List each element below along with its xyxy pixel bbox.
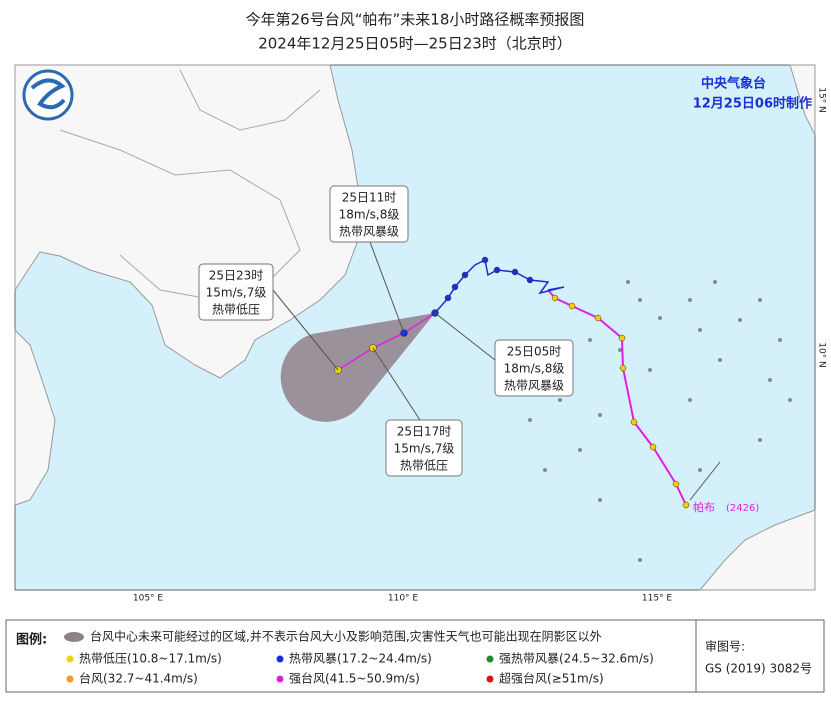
past-track [434, 258, 565, 314]
lon-label: 105° E [133, 594, 164, 604]
callout-level: 热带低压 [400, 459, 448, 473]
legend-label: 强热带风暴(24.5~32.6m/s) [499, 652, 654, 666]
map: 中央气象台 12月25日06时制作 15° N 10° N 105° E 110… [14, 64, 827, 604]
lat-label: 15° N [817, 87, 827, 113]
agency: 中央气象台 [701, 76, 766, 92]
islands [528, 280, 792, 562]
callout-wind: 18m/s,8级 [504, 362, 565, 376]
storm-label: 帕布 [693, 500, 715, 514]
legend-dot [66, 675, 74, 683]
cone-note: 台风中心未来可能经过的区域,并不表示台风大小及影响范围,灾害性天气也可能出现在阴… [90, 629, 602, 644]
lon-label: 110° E [388, 594, 419, 604]
callout-wind: 15m/s,7级 [394, 442, 455, 456]
subtitle: 2024年12月25日05时—25日23时（北京时） [258, 35, 572, 53]
legend-dot [486, 675, 494, 683]
callout-level: 热带风暴级 [504, 379, 564, 393]
cone-swatch [64, 632, 84, 642]
lat-label: 10° N [817, 342, 827, 368]
track-points [334, 256, 690, 509]
legend-label: 热带风暴(17.2~24.4m/s) [289, 652, 432, 666]
callout-time: 25日23时 [209, 269, 264, 283]
border [179, 69, 321, 131]
land [698, 509, 816, 591]
legend-box [5, 619, 825, 693]
past-track [547, 289, 687, 506]
probability-cone [280, 313, 435, 422]
legend-dot [66, 655, 74, 663]
callout-level: 热带低压 [212, 303, 260, 317]
approval-title: 审图号: [705, 639, 745, 654]
callout-level: 热带风暴级 [339, 225, 399, 239]
legend-label: 台风(32.7~41.4m/s) [79, 671, 198, 686]
legend-label: 热带低压(10.8~17.1m/s) [79, 652, 222, 666]
storm-code: (2426) [726, 503, 759, 514]
callout-time: 25日17时 [397, 425, 452, 439]
issued: 12月25日06时制作 [693, 96, 812, 112]
logo [22, 69, 74, 121]
border [59, 129, 301, 301]
callout-time: 25日11时 [342, 191, 397, 205]
land [14, 328, 56, 506]
legend-title: 图例: [16, 632, 47, 648]
callout-wind: 18m/s,8级 [339, 208, 400, 222]
callout-wind: 15m/s,7级 [206, 286, 267, 300]
legend-items: 热带低压(10.8~17.1m/s) 热带风暴(17.2~24.4m/s) 强热带风… [66, 652, 654, 686]
legend-label: 强台风(41.5~50.9m/s) [289, 671, 420, 686]
approval-number: GS (2019) 3082号 [705, 662, 812, 676]
legend-dot [276, 675, 284, 683]
title: 今年第26号台风“帕布”未来18小时路径概率预报图 [246, 11, 585, 29]
lon-label: 115° E [642, 594, 673, 604]
callout-lines [272, 241, 721, 501]
legend-dot [276, 655, 284, 663]
callout-time: 25日05时 [507, 345, 562, 359]
land [789, 64, 816, 136]
legend-label: 超强台风(≥51m/s) [499, 671, 604, 686]
forecast-track [337, 312, 436, 371]
legend-dot [486, 655, 494, 663]
